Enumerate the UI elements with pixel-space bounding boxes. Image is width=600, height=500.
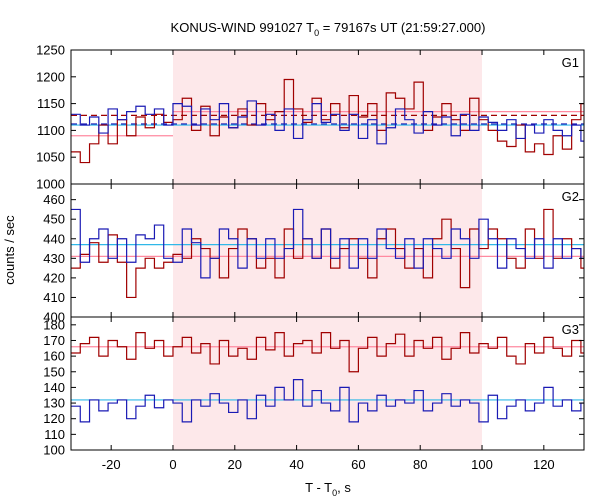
highlight-interval	[172, 184, 483, 317]
y-tick-label: 140	[43, 380, 65, 395]
panels: 100010501100115012001250G140041042043044…	[36, 43, 585, 472]
x-tick-label: 40	[289, 457, 303, 472]
y-tick-label: 1200	[36, 69, 65, 84]
y-axis-label: counts / sec	[2, 215, 17, 285]
y-tick-label: 1250	[36, 43, 65, 58]
series-red-step-line	[71, 332, 584, 373]
highlight-interval	[172, 317, 483, 450]
y-tick-label: 1100	[37, 123, 65, 138]
y-tick-label: 130	[43, 396, 65, 411]
panel-label: G3	[562, 322, 579, 337]
y-tick-label: 1150	[37, 96, 65, 111]
y-tick-label: 460	[43, 192, 65, 207]
x-tick-label: 60	[351, 457, 365, 472]
x-tick-label: 20	[228, 457, 242, 472]
y-tick-label: 1000	[36, 177, 65, 192]
y-tick-label: 120	[43, 411, 65, 426]
y-tick-label: 400	[43, 310, 65, 325]
x-tick-label: 100	[471, 457, 493, 472]
y-tick-label: 450	[43, 212, 65, 227]
series-blue-step-line	[71, 100, 584, 145]
series-blue-step-line	[71, 378, 584, 423]
x-axis-label: T - T0, s	[305, 480, 351, 498]
x-tick-label: 0	[169, 457, 176, 472]
panel-label: G2	[562, 189, 579, 204]
y-tick-label: 100	[43, 443, 65, 458]
chart-title: KONUS-WIND 991027 T0 = 79167s UT (21:59:…	[171, 20, 486, 38]
panel-g1: 1000 1050 1100 1150 1200 1250 G1	[36, 43, 585, 192]
panel-g2: 400 410 420 430 440 450 460 G2	[43, 183, 585, 325]
x-tick-label: 120	[533, 457, 555, 472]
x-tick-label: 80	[413, 457, 427, 472]
y-tick-label: 110	[44, 427, 65, 442]
panel-label: G1	[562, 55, 579, 70]
y-tick-label: 430	[43, 251, 65, 266]
y-tick-label: 1050	[36, 150, 65, 165]
panel-frame	[70, 316, 585, 451]
y-tick-label: 160	[43, 349, 65, 364]
x-tick-label: -20	[102, 457, 121, 472]
y-tick-label: 170	[43, 333, 65, 348]
y-tick-label: 150	[43, 364, 65, 379]
y-tick-label: 420	[43, 270, 65, 285]
series-blue-step-line	[71, 208, 584, 279]
series-red-step-line	[71, 78, 584, 164]
y-tick-label: 440	[43, 231, 65, 246]
y-tick-label: 410	[43, 290, 65, 305]
y-tick-label: 180	[43, 317, 65, 332]
